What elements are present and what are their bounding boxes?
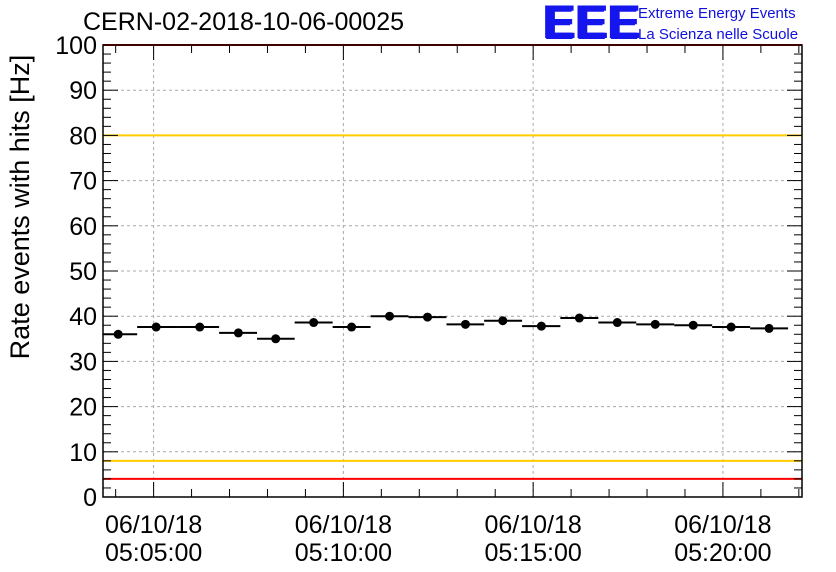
y-tick-label: 50 [69,258,97,286]
data-point [347,322,357,332]
y-tick-label: 90 [69,77,97,105]
data-point [688,320,698,330]
eee-logo: EEE Extreme Energy Events La Scienza nel… [543,0,833,48]
y-tick-label: 70 [69,168,97,196]
x-tick-label-date: 06/10/18 [484,511,581,539]
data-point [612,318,622,328]
data-point [309,318,319,328]
data-point [195,322,205,332]
data-point [385,311,395,321]
reference-lines [103,44,802,480]
y-tick-label: 20 [69,394,97,422]
axis-ticks [103,44,802,498]
data-point [650,319,660,329]
y-tick-label: 100 [55,32,97,60]
y-tick-label: 40 [69,303,97,331]
data-point [233,328,243,338]
eee-logo-mark: EEE [543,0,641,48]
data-point [113,329,123,339]
x-tick-label-time: 05:15:00 [484,539,581,567]
logo-caption-line-2: La Scienza nelle Scuole [638,26,799,43]
x-tick-label-time: 05:20:00 [674,539,771,567]
data-point [271,334,281,344]
grid-lines [103,45,802,497]
x-tick-label-date: 06/10/18 [105,511,202,539]
y-tick-label: 30 [69,348,97,376]
y-axis-label: Rate events with hits [Hz] [5,55,35,360]
data-point [151,322,161,332]
x-tick-label-time: 05:10:00 [295,539,392,567]
logo-caption-line-1: Extreme Energy Events [638,5,796,22]
data-point [574,313,584,323]
data-point [764,323,774,333]
y-tick-label: 10 [69,439,97,467]
x-tick-label-date: 06/10/18 [295,511,392,539]
y-tick-label: 60 [69,213,97,241]
data-points [103,311,789,344]
tick-labels: 010203040506070809010006/10/1805:05:0006… [55,32,771,567]
data-point [726,322,736,332]
x-tick-label-time: 05:05:00 [105,539,202,567]
data-point [460,319,470,329]
data-point [423,312,433,322]
data-point [498,316,508,326]
y-tick-label: 0 [83,484,97,512]
x-tick-label-date: 06/10/18 [674,511,771,539]
chart-title: CERN-02-2018-10-06-00025 [83,8,405,36]
data-point [536,321,546,331]
y-tick-label: 80 [69,122,97,150]
